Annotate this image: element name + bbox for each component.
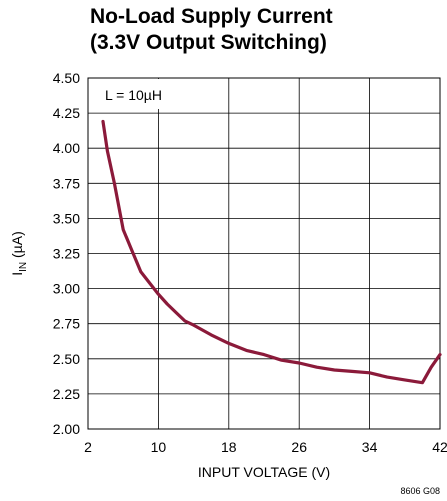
x-tick-label: 18: [221, 439, 237, 455]
y-tick-label: 2.75: [53, 316, 80, 332]
chart-title: No-Load Supply Current (3.3V Output Swit…: [90, 4, 440, 56]
x-tick-label: 2: [84, 439, 92, 455]
y-axis-label-unit: (µA): [9, 231, 25, 262]
plot-frame: [87, 77, 441, 430]
series-line: [101, 119, 442, 385]
x-tick-label: 10: [151, 439, 167, 455]
y-tick-label: 2.00: [53, 421, 80, 437]
y-tick-label: 4.00: [53, 140, 80, 156]
x-axis-label: INPUT VOLTAGE (V): [198, 464, 330, 480]
x-tick-label: 26: [291, 439, 307, 455]
y-axis-label: IIN (µA): [9, 231, 29, 276]
y-tick-labels: 2.00 2.25 2.50 2.75 3.00 3.25 3.50 3.75 4.00 4.25…: [53, 70, 80, 437]
grid-layer: [88, 78, 440, 429]
y-tick-label: 4.25: [53, 105, 80, 121]
y-tick-label: 4.50: [53, 70, 80, 86]
y-tick-label: 3.25: [53, 246, 80, 262]
chart-title-line-2: (3.3V Output Switching): [90, 31, 327, 54]
y-tick-label: 2.25: [53, 386, 80, 402]
figure-id: 8606 G08: [400, 486, 440, 496]
x-tick-label: 34: [362, 439, 378, 455]
y-tick-label: 3.75: [53, 175, 80, 191]
series-layer: [101, 119, 442, 385]
y-tick-label: 3.00: [53, 281, 80, 297]
x-tick-labels: 2 10 18 26 34 42: [84, 439, 447, 455]
legend-rect: [89, 79, 175, 109]
x-tick-label: 42: [432, 439, 447, 455]
y-tick-label: 3.50: [53, 210, 80, 226]
y-axis-label-main: I: [9, 272, 25, 276]
chart-title-line-1: No-Load Supply Current: [90, 5, 333, 28]
legend-box: L = 10µH: [89, 79, 175, 109]
y-tick-label: 2.50: [53, 351, 80, 367]
annotation-label: L = 10µH: [105, 87, 162, 103]
y-axis-label-subscript: IN: [18, 262, 29, 272]
